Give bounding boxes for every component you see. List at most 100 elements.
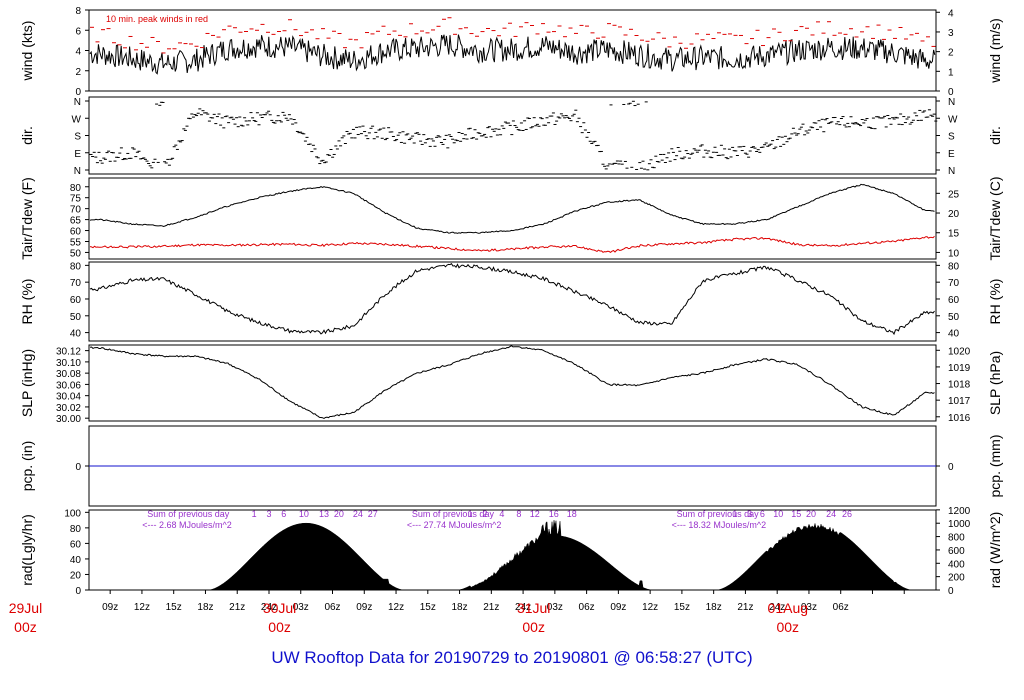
y-axis-label: rad(Lgly/hr) <box>19 514 35 586</box>
radiation-hour-label: 24 <box>826 509 836 519</box>
x-tick-label: 24z <box>515 602 531 613</box>
x-tick-label: 15z <box>674 602 690 613</box>
right-tick-label: 0 <box>948 87 954 98</box>
left-tick-label: 30.12 <box>56 347 81 358</box>
radiation-hour-label: 13 <box>319 509 329 519</box>
left-tick-label: 100 <box>64 508 81 519</box>
x-tick-label: 15z <box>420 602 436 613</box>
left-tick-label: 60 <box>70 295 82 306</box>
left-tick-label: 0 <box>75 87 81 98</box>
right-tick-label: 1200 <box>948 506 971 517</box>
x-tick-label: 09z <box>610 602 626 613</box>
radiation-hour-label: 1 <box>732 509 737 519</box>
left-tick-label: 60 <box>70 227 82 238</box>
radiation-hour-label: 4 <box>499 509 504 519</box>
day-label: 30Jul <box>263 600 296 616</box>
right-tick-label: 1020 <box>948 346 971 357</box>
radiation-hour-label: 16 <box>549 509 559 519</box>
radiation-hour-label: 6 <box>281 509 286 519</box>
x-tick-label: 12z <box>134 602 150 613</box>
radiation-sum-value: <--- 18.32 MJoules/m^2 <box>672 520 767 530</box>
left-tick-label: 55 <box>70 237 82 248</box>
radiation-hour-label: 24 <box>353 509 363 519</box>
radiation-sum-value: <--- 2.68 MJoules/m^2 <box>142 520 232 530</box>
left-tick-label: N <box>74 97 81 108</box>
y-axis-label: wind (kts) <box>19 21 35 82</box>
left-tick-label: 65 <box>70 216 82 227</box>
left-tick-label: N <box>74 166 81 177</box>
left-tick-label: 50 <box>70 248 82 259</box>
right-tick-label: 25 <box>948 189 960 200</box>
panel-frame-dir <box>88 96 937 175</box>
x-tick-label: 15z <box>166 602 182 613</box>
air-temperature-line <box>89 183 935 234</box>
right-tick-label: N <box>948 97 955 108</box>
left-tick-label: 30.06 <box>56 380 81 391</box>
y-axis-label-right: Tair/Tdew (C) <box>987 176 1003 260</box>
x-tick-label: 18z <box>706 602 722 613</box>
right-tick-label: 0 <box>948 586 954 597</box>
solar-radiation-area <box>89 520 936 591</box>
y-axis-label-right: rad (W/m^2) <box>987 512 1003 589</box>
left-tick-label: 2 <box>75 67 81 78</box>
left-tick-label: 50 <box>70 312 82 323</box>
left-tick-label: S <box>74 132 81 143</box>
dewpoint-line <box>89 235 935 254</box>
radiation-hour-label: 27 <box>368 509 378 519</box>
radiation-hour-label: 3 <box>747 509 752 519</box>
left-tick-label: 60 <box>70 539 82 550</box>
day-label: 29Jul <box>9 600 42 616</box>
x-tick-label: 03z <box>547 602 563 613</box>
day-time-label: 00z <box>776 619 799 635</box>
right-tick-label: W <box>948 114 958 125</box>
left-tick-label: 30.08 <box>56 369 81 380</box>
x-tick-label: 18z <box>197 602 213 613</box>
left-tick-label: 20 <box>70 570 82 581</box>
wind-annotation: 10 min. peak winds in red <box>106 14 208 24</box>
radiation-hour-label: 6 <box>760 509 765 519</box>
x-tick-label: 09z <box>102 602 118 613</box>
right-tick-label: 50 <box>948 312 960 323</box>
right-tick-label: E <box>948 149 955 160</box>
radiation-hour-label: 3 <box>266 509 271 519</box>
radiation-hour-label: 8 <box>516 509 521 519</box>
x-tick-label: 24z <box>769 602 785 613</box>
right-tick-label: 400 <box>948 559 965 570</box>
right-tick-label: 4 <box>948 8 954 19</box>
radiation-sum-label: Sum of previous day <box>677 509 760 519</box>
panel-frame-rh <box>88 261 937 342</box>
left-tick-label: 75 <box>70 194 82 205</box>
x-tick-label: 06z <box>833 602 849 613</box>
left-tick-label: 80 <box>70 183 82 194</box>
left-tick-label: 40 <box>70 329 82 340</box>
radiation-hour-label: 1 <box>468 509 473 519</box>
relative-humidity-line <box>89 263 935 336</box>
left-tick-label: 70 <box>70 205 82 216</box>
y-axis-label-right: SLP (hPa) <box>987 351 1003 415</box>
left-tick-label: 70 <box>70 278 82 289</box>
right-tick-label: 800 <box>948 533 965 544</box>
radiation-sum-label: Sum of previous day <box>412 509 495 519</box>
x-tick-label: 09z <box>356 602 372 613</box>
right-tick-label: 1000 <box>948 519 971 530</box>
right-tick-label: 0 <box>948 462 954 473</box>
sea-level-pressure-line <box>89 345 935 419</box>
right-tick-label: S <box>948 132 955 143</box>
right-tick-label: 60 <box>948 295 960 306</box>
radiation-hour-label: 20 <box>334 509 344 519</box>
y-axis-label-right: pcp. (mm) <box>987 435 1003 498</box>
left-tick-label: 30.00 <box>56 414 81 425</box>
radiation-hour-label: 1 <box>252 509 257 519</box>
right-tick-label: 10 <box>948 248 960 259</box>
y-axis-label-right: RH (%) <box>987 279 1003 325</box>
x-tick-label: 21z <box>229 602 245 613</box>
right-tick-label: 15 <box>948 229 960 240</box>
left-tick-label: 80 <box>70 524 82 535</box>
left-tick-label: 40 <box>70 555 82 566</box>
radiation-sum-value: <--- 27.74 MJoules/m^2 <box>407 520 502 530</box>
day-time-label: 00z <box>522 619 545 635</box>
y-axis-label: dir. <box>19 126 35 145</box>
x-tick-label: 12z <box>388 602 404 613</box>
left-tick-label: 8 <box>75 6 81 17</box>
x-tick-label: 21z <box>737 602 753 613</box>
